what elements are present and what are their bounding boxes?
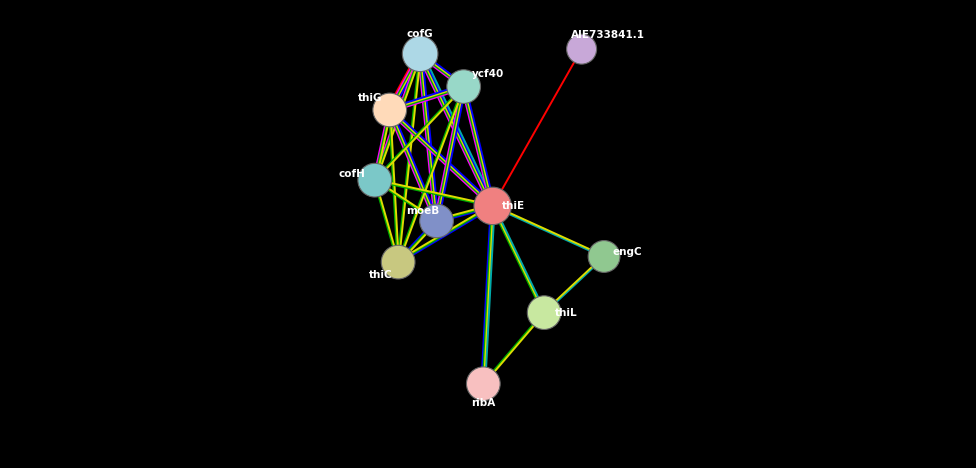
- Circle shape: [474, 187, 511, 225]
- Circle shape: [382, 245, 415, 279]
- Circle shape: [589, 241, 620, 272]
- Circle shape: [420, 204, 454, 238]
- Text: engC: engC: [613, 247, 642, 257]
- Circle shape: [527, 296, 561, 329]
- Circle shape: [467, 367, 500, 401]
- Text: AIE733841.1: AIE733841.1: [571, 30, 645, 40]
- Text: thiC: thiC: [369, 270, 392, 280]
- Text: thiL: thiL: [555, 307, 578, 318]
- Circle shape: [447, 70, 480, 103]
- Text: ycf40: ycf40: [471, 69, 505, 79]
- Circle shape: [373, 93, 407, 127]
- Circle shape: [358, 163, 391, 197]
- Text: ribA: ribA: [471, 398, 496, 409]
- Text: cofH: cofH: [339, 169, 366, 179]
- Text: cofG: cofG: [407, 29, 433, 39]
- Text: thiG: thiG: [358, 93, 383, 103]
- Circle shape: [567, 34, 596, 64]
- Text: moeB: moeB: [406, 205, 439, 216]
- Circle shape: [402, 36, 438, 72]
- Text: thiE: thiE: [503, 201, 525, 211]
